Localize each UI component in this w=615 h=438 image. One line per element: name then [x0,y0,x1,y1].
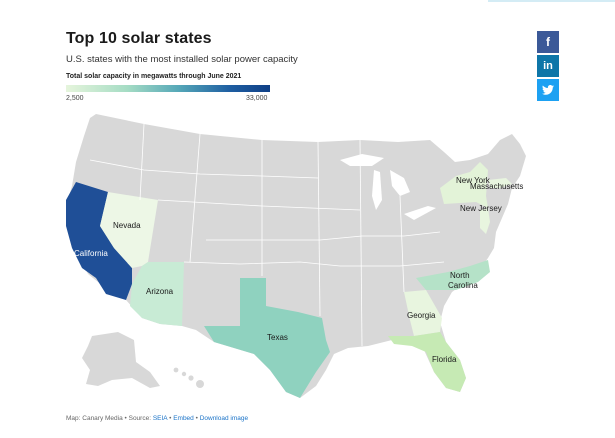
label-georgia: Georgia [407,311,436,320]
twitter-share-button[interactable] [537,79,559,101]
state-new-jersey [480,208,490,234]
state-california [66,182,132,300]
label-new-york: New York [456,176,491,185]
linkedin-icon: in [543,60,553,72]
label-texas: Texas [267,333,288,342]
legend-title: Total solar capacity in megawatts throug… [66,73,242,80]
lake-huron [390,170,410,196]
legend-min-label: 2,500 [66,95,84,102]
state-texas [204,278,330,398]
label-north-carolina-line1: North [450,271,470,280]
legend-max-label: 33,000 [246,95,268,102]
source-link[interactable]: SEIA [152,415,168,422]
state-arizona [130,262,184,326]
facebook-share-button[interactable]: f [537,31,559,53]
separator: • [193,415,200,422]
state-new-york [440,162,488,208]
legend-color-scale [66,85,270,92]
lake-michigan [372,170,382,210]
top-accent-strip [488,0,615,2]
linkedin-share-button[interactable]: in [537,55,559,77]
label-arizona: Arizona [146,287,174,296]
embed-link[interactable]: Embed [173,415,194,422]
hawaii [173,367,204,388]
separator: • [167,415,174,422]
state-borders [89,123,445,347]
label-north-carolina: North Carolina [448,271,478,290]
label-new-jersey: New Jersey [460,204,502,213]
label-florida: Florida [432,355,457,364]
map-subtitle: U.S. states with the most installed sola… [66,54,298,65]
label-nevada: Nevada [113,221,141,230]
label-california: California [74,249,108,258]
lake-superior [340,154,384,166]
map-title: Top 10 solar states [66,30,212,47]
facebook-icon: f [546,35,550,49]
download-image-link[interactable]: Download image [199,415,249,422]
state-nevada [100,192,158,268]
alaska [82,332,160,388]
state-north-carolina [416,260,490,290]
label-north-carolina-line2: Carolina [448,281,478,290]
twitter-icon [542,85,554,95]
lake-erie [404,206,436,220]
source-prefix: Map: Canary Media • Source: [66,415,153,422]
label-massachusetts: Massachusetts [470,182,523,191]
source-footer: Map: Canary Media • Source: SEIA • Embed… [66,415,248,422]
usa-outline [66,114,526,398]
state-massachusetts [488,178,512,188]
state-florida [388,332,466,392]
state-georgia [404,290,442,336]
